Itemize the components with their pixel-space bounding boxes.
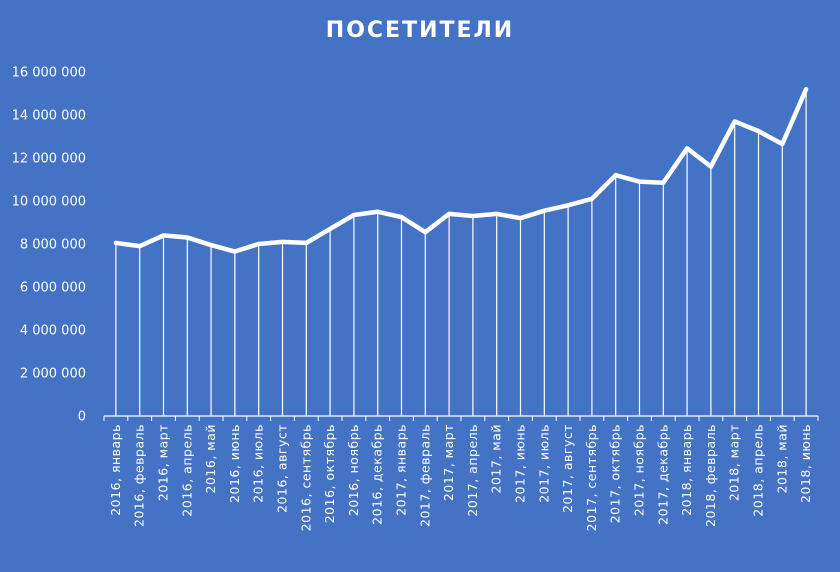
x-tick-label: 2017, июнь <box>513 424 528 503</box>
x-tick-label: 2017, сентябрь <box>584 424 599 531</box>
x-tick-label: 2016, сентябрь <box>298 424 313 531</box>
x-tick-label: 2016, август <box>275 424 290 513</box>
y-axis: 0 2 000 000 4 000 000 6 000 000 8 000 000 10 … <box>12 66 86 425</box>
x-tick-label: 2018, май <box>774 424 789 493</box>
x-tick-label: 2018, июнь <box>798 424 813 503</box>
chart-title: ПОСЕТИТЕЛИ <box>325 18 515 43</box>
y-tick-label: 6 000 000 <box>20 281 86 296</box>
x-tick-label: 2016, апрель <box>179 424 194 517</box>
x-tick-label: 2016, октябрь <box>322 424 337 523</box>
x-tick-label: 2016, июнь <box>227 424 242 503</box>
x-tick-label: 2016, январь <box>108 424 123 516</box>
x-tick-label: 2016, ноябрь <box>346 424 361 516</box>
x-tick-label: 2018, март <box>727 424 742 501</box>
x-tick-label: 2018, январь <box>679 424 694 516</box>
y-tick-label: 8 000 000 <box>20 238 86 253</box>
y-tick-label: 14 000 000 <box>12 109 86 124</box>
drop-lines <box>115 89 807 416</box>
x-tick-label: 2016, июль <box>251 424 266 503</box>
x-tick-label: 2017, январь <box>394 424 409 516</box>
x-tick-label: 2016, февраль <box>132 424 147 527</box>
x-tick-label: 2017, февраль <box>417 424 432 527</box>
x-tick-label: 2016, декабрь <box>370 424 385 525</box>
x-tick-label: 2018, апрель <box>751 424 766 517</box>
x-tick-label: 2017, октябрь <box>608 424 623 523</box>
x-tick-label: 2017, ноябрь <box>632 424 647 516</box>
x-tick-label: 2017, март <box>441 424 456 501</box>
y-tick-label: 2 000 000 <box>20 367 86 382</box>
x-tick-label: 2018, февраль <box>703 424 718 527</box>
x-tick-label: 2016, март <box>156 424 171 501</box>
y-tick-label: 10 000 000 <box>12 195 86 210</box>
series-line <box>113 86 809 254</box>
x-tick-label: 2016, май <box>203 424 218 493</box>
y-tick-label: 4 000 000 <box>20 324 86 339</box>
y-tick-label: 12 000 000 <box>12 152 86 167</box>
x-axis: 2016, январь 2016, февраль 2016, март 2016,… <box>103 415 819 531</box>
y-tick-label: 16 000 000 <box>12 66 86 81</box>
x-tick-label: 2017, декабрь <box>655 424 670 525</box>
y-tick-label: 0 <box>78 410 86 425</box>
x-tick-label: 2017, май <box>489 424 504 493</box>
x-tick-label: 2017, июль <box>536 424 551 503</box>
series-group <box>113 86 809 254</box>
x-tick-label: 2017, август <box>560 424 575 513</box>
x-tick-label: 2017, апрель <box>465 424 480 517</box>
